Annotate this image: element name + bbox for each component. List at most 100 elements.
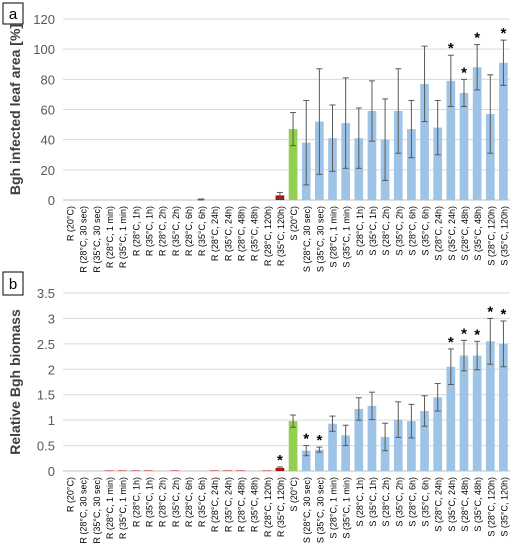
x-tick-label: S (35°C, 120h)	[499, 477, 509, 537]
bar	[130, 470, 140, 471]
x-tick-label: R (28°C, 30 sec)	[79, 206, 89, 273]
x-tick-label: S (35°C, 24h)	[447, 477, 457, 532]
bar	[485, 114, 495, 200]
bar	[499, 62, 508, 200]
bar	[472, 67, 482, 201]
x-tick-label: R (35°C, 120h)	[276, 477, 286, 537]
x-tick-label: S (28°C, 2h)	[381, 477, 391, 527]
y-tick-label: 0.5	[37, 439, 55, 454]
x-tick-label: S (35°C, 120h)	[499, 206, 509, 266]
bar	[367, 111, 377, 200]
x-tick-label: S (28°C, 2h)	[381, 206, 391, 256]
x-tick-label: S (28°C, 48h)	[460, 477, 470, 532]
x-tick-label: R (35°C, 30 sec)	[92, 206, 102, 273]
significance-marker: *	[461, 64, 467, 81]
x-tick-label: S (28°C, 24h)	[434, 206, 444, 261]
bar	[301, 450, 311, 471]
bar	[459, 355, 469, 471]
y-tick-label: 3	[48, 311, 55, 326]
x-tick-label: S (28°C, 1h)	[355, 477, 365, 527]
bar	[499, 343, 508, 471]
significance-marker: *	[461, 325, 467, 342]
x-tick-label: R (28°C, 1 min)	[105, 206, 115, 268]
panel-b-label-box	[2, 271, 24, 296]
x-tick-label: S (35°C, 6h)	[421, 477, 431, 527]
significance-marker: *	[474, 30, 480, 47]
y-tick-label: 40	[41, 133, 55, 148]
bar	[209, 470, 219, 471]
bar	[420, 410, 429, 471]
x-tick-label: S (35°C, 1h)	[368, 477, 378, 527]
panel-a-label-box	[2, 2, 24, 25]
bar	[380, 436, 390, 471]
bar	[117, 470, 127, 471]
bar	[393, 111, 403, 200]
x-tick-label: R (35°C, 1 min)	[118, 206, 128, 268]
significance-marker: *	[448, 40, 454, 57]
x-tick-label: R (35°C, 2h)	[171, 206, 181, 256]
bar	[328, 423, 337, 471]
bar	[446, 366, 456, 471]
bar	[288, 421, 298, 471]
bar	[472, 355, 482, 471]
x-tick-label: S (28°C, 120h)	[486, 206, 496, 266]
x-tick-label: R (28°C, 6h)	[184, 477, 194, 527]
bar	[354, 138, 364, 200]
x-tick-label: S (35°C, 24h)	[447, 206, 457, 261]
y-tick-label: 2	[48, 362, 55, 377]
x-tick-label: R (35°C, 48h)	[250, 206, 260, 261]
x-tick-label: R (35°C, 1h)	[144, 206, 154, 256]
x-tick-label: S (28°C, 48h)	[460, 206, 470, 261]
y-tick-label: 1.5	[37, 388, 55, 403]
bar	[407, 129, 416, 200]
bar	[341, 435, 351, 471]
panel-a: a 0 20 40 60 80 100 120 Bgh infected leaf area …	[2, 2, 510, 273]
x-tick-label: S (35°C, 30 sec)	[315, 477, 325, 543]
bar	[222, 470, 232, 471]
y-tick-label: 1	[48, 413, 55, 428]
bar	[446, 80, 456, 200]
y-tick-label: 20	[41, 163, 55, 178]
x-tick-label: S (20°C)	[289, 477, 299, 512]
significance-marker: *	[487, 303, 493, 320]
x-tick-label: S (28°C, 6h)	[407, 206, 417, 256]
x-tick-label: R (35°C, 1h)	[144, 477, 154, 527]
x-tick-label: S (28°C, 30 sec)	[302, 206, 312, 272]
x-tick-label: R (35°C, 120h)	[276, 206, 286, 266]
bar	[354, 408, 364, 471]
x-tick-label: R (20°C)	[66, 477, 76, 512]
x-tick-label: S (35°C, 48h)	[473, 206, 483, 261]
panel-b: b 0 0.5 1 1.5 2 2.5 3 3.5 Relative Bgh biomass R …	[2, 271, 510, 544]
y-axis-title: Bgh infected leaf area [%]	[7, 24, 23, 195]
x-tick-label: S (35°C, 1 min)	[342, 477, 352, 539]
x-tick-label: R (35°C, 2h)	[171, 477, 181, 527]
y-tick-label: 2.5	[37, 337, 55, 352]
x-tick-label: S (35°C, 2h)	[394, 477, 404, 527]
x-tick-label: R (28°C, 1 min)	[105, 477, 115, 539]
significance-marker: *	[474, 326, 480, 343]
x-tick-label: R (35°C, 6h)	[197, 206, 207, 256]
x-tick-label: S (35°C, 48h)	[473, 477, 483, 532]
x-tick-label: R (28°C, 48h)	[236, 206, 246, 261]
bar	[485, 341, 495, 471]
y-tick-label: 0	[48, 464, 55, 479]
x-tick-label: S (28°C, 120h)	[486, 477, 496, 537]
bar	[288, 129, 298, 200]
bar	[144, 470, 153, 471]
x-tick-label: R (35°C, 30 sec)	[92, 477, 102, 544]
x-tick-label: S (35°C, 1h)	[368, 206, 378, 256]
x-tick-label: R (28°C, 24h)	[210, 206, 220, 261]
x-tick-label: R (28°C, 120h)	[263, 206, 273, 266]
x-tick-label: R (28°C, 120h)	[263, 477, 273, 537]
x-tick-label: S (28°C, 24h)	[434, 477, 444, 532]
y-tick-label: 120	[33, 12, 55, 27]
x-tick-label: R (28°C, 1h)	[131, 206, 141, 256]
x-tick-label: R (28°C, 2h)	[158, 206, 168, 256]
bar	[236, 470, 245, 471]
significance-marker: *	[501, 306, 507, 323]
significance-marker: *	[501, 25, 507, 42]
x-tick-label: R (35°C, 24h)	[223, 206, 233, 261]
x-tick-label: S (28°C, 6h)	[407, 477, 417, 527]
significance-marker: *	[277, 452, 283, 469]
